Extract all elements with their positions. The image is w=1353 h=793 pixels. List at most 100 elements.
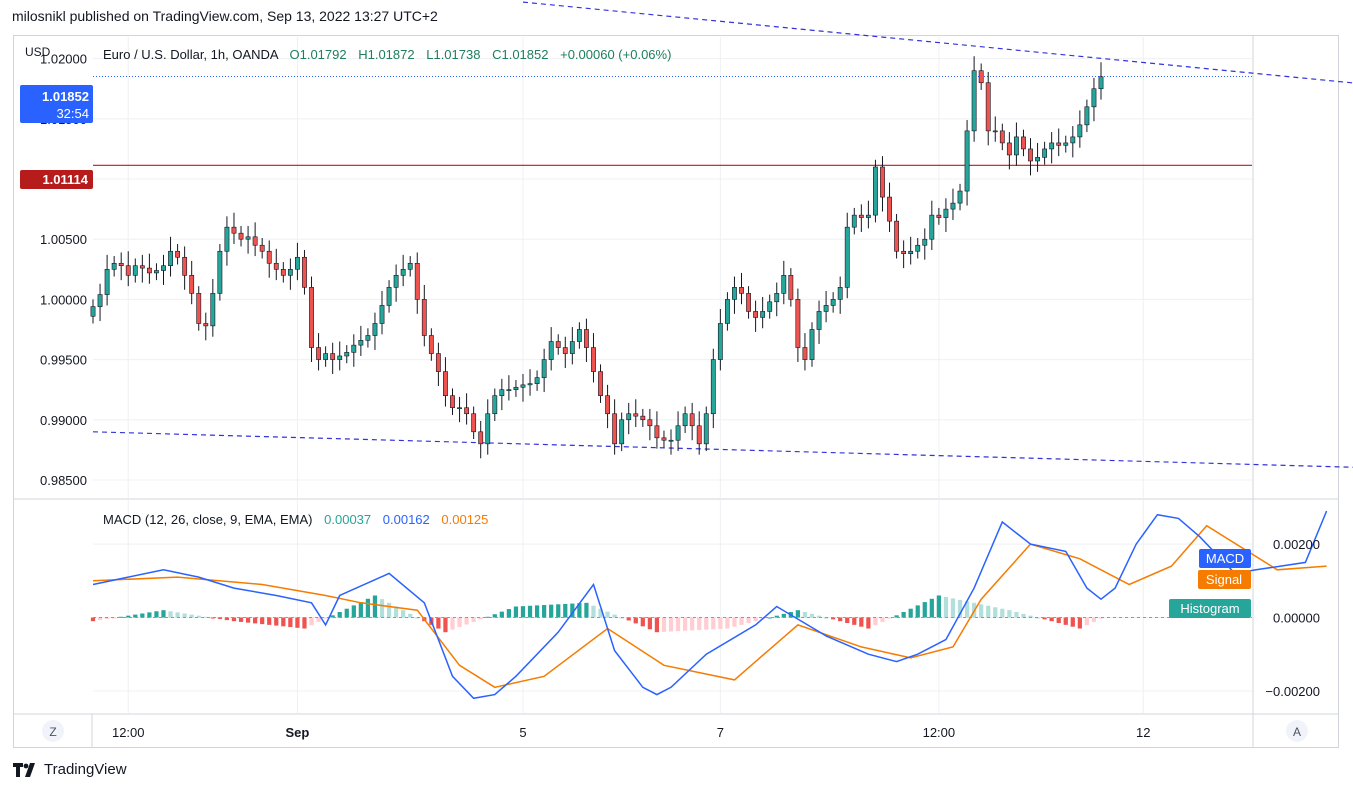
histogram-bar: [365, 598, 371, 618]
histogram-bar: [1084, 617, 1090, 626]
histogram-bar: [859, 617, 864, 627]
time-tick-label: 12:00: [112, 725, 145, 740]
candle-body: [612, 413, 618, 445]
histogram-bar: [386, 602, 392, 618]
macd-lines: [92, 510, 1328, 700]
price-tick-label: 0.99000: [40, 413, 87, 428]
candle-body: [922, 238, 928, 246]
candle-body: [280, 269, 286, 276]
candle-body: [724, 299, 730, 324]
candle-body: [428, 335, 434, 354]
candle-body: [1028, 148, 1033, 162]
histogram-bar: [302, 617, 307, 629]
histogram-bar: [309, 617, 314, 626]
candle-body: [851, 214, 857, 228]
candle-body: [316, 347, 321, 360]
histogram-bar: [443, 617, 448, 633]
signal-value: 0.00125: [441, 512, 488, 527]
histogram-bar: [245, 617, 251, 623]
current-price-tag[interactable]: 1.01852 32:54: [20, 85, 93, 123]
candle-body: [534, 377, 540, 384]
histogram-bar: [838, 617, 843, 622]
candle-body: [443, 371, 448, 396]
macd-legend[interactable]: MACD (12, 26, close, 9, EMA, EMA) 0.0003…: [103, 512, 488, 527]
histogram-bar: [901, 612, 906, 618]
symbol-legend[interactable]: Euro / U.S. Dollar, 1h, OANDA O1.01792 H…: [103, 47, 671, 62]
candle-body: [309, 287, 314, 348]
histogram-bar: [894, 615, 899, 618]
auto-scale-button[interactable]: A: [1286, 720, 1308, 742]
histogram-bar: [408, 613, 413, 618]
histogram-bar: [1014, 612, 1019, 618]
macd-tick-label: 0.00000: [1273, 611, 1320, 626]
time-tick-label: 12: [1136, 725, 1150, 740]
chart-frame[interactable]: [13, 35, 1339, 748]
macd-axis[interactable]: 0.00200 0.00000 −0.00200: [1265, 537, 1320, 699]
candle-body: [992, 130, 998, 133]
candle-body: [823, 305, 829, 312]
auto-zoom-left-button[interactable]: Z: [42, 720, 64, 742]
histogram-bar: [880, 617, 885, 622]
candle-body: [908, 250, 914, 254]
candle-body: [139, 265, 145, 269]
tradingview-brand[interactable]: TradingView: [13, 761, 127, 778]
histogram-bar: [90, 617, 96, 622]
macd-line: [92, 510, 1328, 700]
candle-body: [929, 214, 935, 240]
candle-body: [259, 244, 265, 252]
histogram-bar: [993, 607, 998, 618]
symbol-name: Euro / U.S. Dollar, 1h, OANDA: [103, 47, 279, 62]
macd-tag[interactable]: MACD: [1199, 549, 1251, 568]
histogram-bar: [831, 617, 836, 620]
candle-body: [689, 413, 695, 427]
histogram-bar: [253, 617, 258, 624]
candle-body: [569, 341, 575, 354]
candle-body: [358, 340, 364, 346]
histogram-tag-label: Histogram: [1180, 601, 1239, 616]
candle-body: [999, 130, 1005, 144]
signal-tag[interactable]: Signal: [1198, 570, 1251, 589]
histogram-bar: [718, 617, 723, 629]
macd-tick-label: 0.00200: [1273, 537, 1320, 552]
histogram-bar: [570, 603, 575, 618]
candle-body: [746, 293, 751, 312]
candle-body: [132, 265, 138, 276]
candle-body: [252, 236, 258, 246]
histogram-bar: [746, 617, 751, 624]
candle-body: [978, 70, 984, 84]
histogram-bar: [1000, 608, 1005, 618]
histogram-bar: [238, 617, 244, 622]
candle-body: [795, 299, 801, 348]
candle-body: [266, 250, 272, 264]
histogram-bar: [471, 617, 476, 622]
candle-body: [231, 226, 237, 234]
histogram-bar: [534, 605, 540, 618]
histogram-bar: [845, 617, 850, 624]
candle-body: [675, 425, 681, 441]
candle-body: [696, 425, 702, 445]
candle-body: [104, 269, 110, 295]
histogram-bar: [732, 617, 737, 627]
macd-value: 0.00162: [383, 512, 430, 527]
candle-body: [936, 214, 942, 218]
histogram-bar: [1007, 610, 1012, 618]
histogram-bar: [281, 617, 286, 627]
histogram-bar: [344, 608, 349, 618]
histogram-bar: [316, 617, 321, 622]
histogram-bar: [436, 617, 441, 629]
macd-title: MACD (12, 26, close, 9, EMA, EMA): [103, 512, 313, 527]
level-price-value: 1.01114: [42, 172, 88, 187]
candle-body: [837, 287, 843, 300]
level-price-tag[interactable]: 1.01114: [20, 170, 93, 189]
histogram-bar: [1098, 617, 1104, 619]
histogram-tag[interactable]: Histogram: [1169, 599, 1251, 618]
candle-body: [161, 265, 166, 271]
histogram-bar: [816, 615, 822, 618]
histogram-bar: [119, 616, 124, 618]
candle-body: [154, 270, 159, 274]
histogram-bar: [577, 603, 582, 618]
price-axis[interactable]: 1.020001.015001.010001.005001.000000.995…: [40, 52, 87, 488]
candle-body: [1006, 142, 1012, 156]
